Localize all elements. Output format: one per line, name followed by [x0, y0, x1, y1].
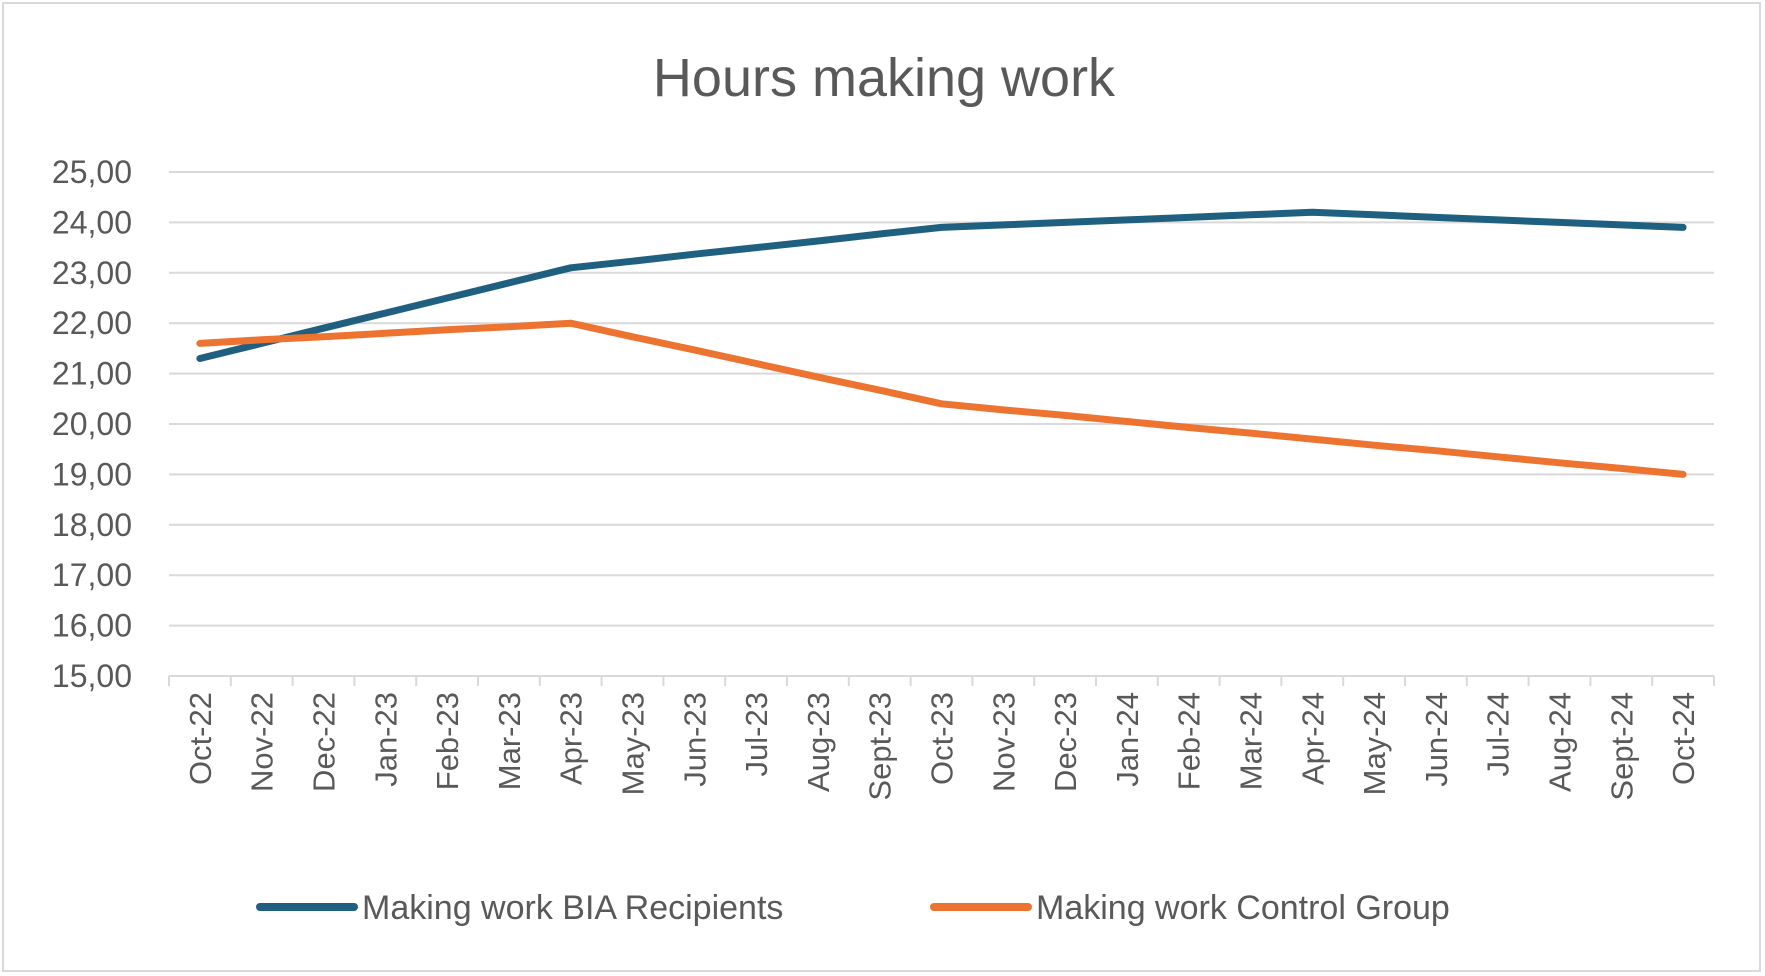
series-line-2	[196, 319, 1687, 478]
x-tick-label: Apr-23	[554, 692, 589, 785]
x-tick-label: Jul-24	[1481, 692, 1516, 776]
y-tick-label: 18,00	[52, 507, 132, 543]
x-axis: Oct-22 Nov-22 Dec-22 Jan-23 Feb-23 Mar-23 Apr-…	[168, 675, 1715, 801]
x-tick-label: Aug-23	[801, 692, 836, 792]
y-tick-label: 21,00	[52, 356, 132, 392]
y-axis: 15,00 16,00 17,00 18,00 19,00 20,00 21,00 22,00…	[52, 154, 132, 694]
plot-area	[196, 208, 1687, 478]
x-tick-label: Dec-22	[307, 692, 342, 792]
y-tick-label: 17,00	[52, 557, 132, 593]
x-tick-label: Mar-23	[492, 692, 527, 790]
x-tick-label: Dec-23	[1048, 692, 1083, 792]
x-tick-label: Oct-22	[183, 692, 218, 785]
y-tick-label: 15,00	[52, 658, 132, 694]
line-chart: Hours making work 15,00 16,00 17,00 18,00 19…	[52, 48, 1715, 927]
series-line-1	[196, 208, 1687, 362]
y-tick-label: 19,00	[52, 456, 132, 492]
x-tick-label: Aug-24	[1543, 692, 1578, 792]
x-tick-label: Jan-23	[368, 692, 403, 787]
legend-label-2: Making work Control Group	[1036, 889, 1450, 927]
y-tick-label: 24,00	[52, 204, 132, 240]
x-tick-label: Feb-24	[1172, 692, 1207, 790]
x-tick-label: May-23	[616, 692, 651, 795]
x-tick-label: Jun-24	[1419, 692, 1454, 787]
x-tick-label: Apr-24	[1295, 692, 1330, 785]
legend: Making work BIA Recipients Making work Co…	[256, 889, 1450, 927]
x-tick-label: Feb-23	[430, 692, 465, 790]
x-tick-label: Oct-23	[925, 692, 960, 785]
y-tick-label: 22,00	[52, 305, 132, 341]
x-tick-label: Sept-23	[863, 692, 898, 801]
x-tick-label: Nov-22	[245, 692, 280, 792]
x-tick-label: Jun-23	[677, 692, 712, 787]
y-tick-label: 25,00	[52, 154, 132, 190]
x-tick-label: Sept-24	[1604, 692, 1639, 801]
x-tick-label: Jan-24	[1110, 692, 1145, 787]
x-tick-label: Oct-24	[1666, 692, 1701, 785]
y-tick-label: 16,00	[52, 608, 132, 644]
x-tick-label: Mar-24	[1234, 692, 1269, 790]
x-tick-label: Nov-23	[986, 692, 1021, 792]
legend-label-1: Making work BIA Recipients	[362, 889, 783, 927]
x-tick-label: Jul-23	[739, 692, 774, 776]
chart-title: Hours making work	[653, 48, 1116, 108]
gridlines	[169, 171, 1714, 627]
y-tick-label: 20,00	[52, 406, 132, 442]
x-tick-label: May-24	[1357, 692, 1392, 795]
y-tick-label: 23,00	[52, 255, 132, 291]
